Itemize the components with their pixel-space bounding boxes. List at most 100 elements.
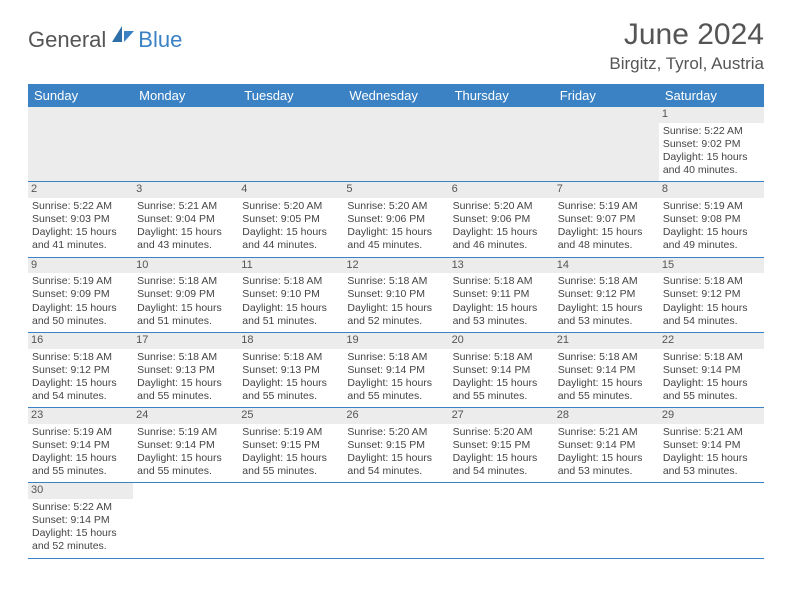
day-body: Sunrise: 5:18 AMSunset: 9:11 PMDaylight:…	[453, 275, 550, 328]
day-number: 24	[133, 408, 238, 424]
location: Birgitz, Tyrol, Austria	[609, 54, 764, 74]
day-body: Sunrise: 5:18 AMSunset: 9:10 PMDaylight:…	[242, 275, 339, 328]
day-body: Sunrise: 5:21 AMSunset: 9:14 PMDaylight:…	[663, 426, 760, 479]
day-cell: 18 Sunrise: 5:18 AMSunset: 9:13 PMDayligh…	[238, 332, 343, 407]
day-cell	[343, 483, 448, 558]
day-number: 12	[343, 258, 448, 274]
day-body: Sunrise: 5:18 AMSunset: 9:13 PMDaylight:…	[137, 351, 234, 404]
day-cell: 13Sunrise: 5:18 AMSunset: 9:11 PMDayligh…	[449, 257, 554, 332]
day-cell	[133, 483, 238, 558]
day-cell: 14Sunrise: 5:18 AMSunset: 9:12 PMDayligh…	[554, 257, 659, 332]
day-cell: 19 Sunrise: 5:18 AMSunset: 9:14 PMDayligh…	[343, 332, 448, 407]
day-cell: 30Sunrise: 5:22 AMSunset: 9:14 PMDayligh…	[28, 483, 133, 558]
week-row: 30Sunrise: 5:22 AMSunset: 9:14 PMDayligh…	[28, 483, 764, 558]
day-number: 8	[659, 182, 764, 198]
day-cell	[343, 107, 448, 182]
day-cell: 28Sunrise: 5:21 AMSunset: 9:14 PMDayligh…	[554, 408, 659, 483]
day-body: Sunrise: 5:19 AMSunset: 9:08 PMDaylight:…	[663, 200, 760, 253]
day-number: 9	[28, 258, 133, 274]
calendar-head: SundayMondayTuesdayWednesdayThursdayFrid…	[28, 84, 764, 107]
day-cell: 29 Sunrise: 5:21 AMSunset: 9:14 PMDayligh…	[659, 408, 764, 483]
day-cell	[133, 107, 238, 182]
day-body: Sunrise: 5:18 AMSunset: 9:14 PMDaylight:…	[663, 351, 760, 404]
day-cell: 26 Sunrise: 5:20 AMSunset: 9:15 PMDayligh…	[343, 408, 448, 483]
day-cell: 2Sunrise: 5:22 AMSunset: 9:03 PMDaylight…	[28, 182, 133, 257]
day-number: 10	[133, 258, 238, 274]
day-number: 20	[449, 333, 554, 349]
day-body: Sunrise: 5:19 AMSunset: 9:15 PMDaylight:…	[242, 426, 339, 479]
day-body: Sunrise: 5:20 AMSunset: 9:06 PMDaylight:…	[347, 200, 444, 253]
day-number: 29	[659, 408, 764, 424]
day-number: 2	[28, 182, 133, 198]
logo-text-main: General	[28, 27, 106, 53]
logo-sail-icon	[110, 24, 136, 49]
day-body: Sunrise: 5:18 AMSunset: 9:14 PMDaylight:…	[558, 351, 655, 404]
day-cell: 7Sunrise: 5:19 AMSunset: 9:07 PMDaylight…	[554, 182, 659, 257]
week-row: 9Sunrise: 5:19 AMSunset: 9:09 PMDaylight…	[28, 257, 764, 332]
day-header: Tuesday	[238, 84, 343, 107]
day-body: Sunrise: 5:19 AMSunset: 9:07 PMDaylight:…	[558, 200, 655, 253]
day-number: 22	[659, 333, 764, 349]
day-header: Monday	[133, 84, 238, 107]
day-body: Sunrise: 5:20 AMSunset: 9:06 PMDaylight:…	[453, 200, 550, 253]
day-cell: 10Sunrise: 5:18 AMSunset: 9:09 PMDayligh…	[133, 257, 238, 332]
day-number: 3	[133, 182, 238, 198]
day-cell	[238, 107, 343, 182]
day-cell: 23 Sunrise: 5:19 AMSunset: 9:14 PMDayligh…	[28, 408, 133, 483]
day-number: 17	[133, 333, 238, 349]
day-body: Sunrise: 5:18 AMSunset: 9:14 PMDaylight:…	[347, 351, 444, 404]
day-cell: 15Sunrise: 5:18 AMSunset: 9:12 PMDayligh…	[659, 257, 764, 332]
header: General Blue June 2024 Birgitz, Tyrol, A…	[28, 18, 764, 74]
day-number: 15	[659, 258, 764, 274]
day-cell	[449, 107, 554, 182]
day-body: Sunrise: 5:18 AMSunset: 9:09 PMDaylight:…	[137, 275, 234, 328]
day-body: Sunrise: 5:19 AMSunset: 9:14 PMDaylight:…	[137, 426, 234, 479]
day-body: Sunrise: 5:21 AMSunset: 9:14 PMDaylight:…	[558, 426, 655, 479]
day-cell: 25 Sunrise: 5:19 AMSunset: 9:15 PMDayligh…	[238, 408, 343, 483]
day-cell	[659, 483, 764, 558]
week-row: 16 Sunrise: 5:18 AMSunset: 9:12 PMDayligh…	[28, 332, 764, 407]
day-number: 5	[343, 182, 448, 198]
day-header: Wednesday	[343, 84, 448, 107]
day-header: Saturday	[659, 84, 764, 107]
day-number: 14	[554, 258, 659, 274]
day-body: Sunrise: 5:18 AMSunset: 9:13 PMDaylight:…	[242, 351, 339, 404]
day-body: Sunrise: 5:20 AMSunset: 9:05 PMDaylight:…	[242, 200, 339, 253]
day-number: 18	[238, 333, 343, 349]
day-cell: 1Sunrise: 5:22 AMSunset: 9:02 PMDaylight…	[659, 107, 764, 182]
day-cell: 16 Sunrise: 5:18 AMSunset: 9:12 PMDayligh…	[28, 332, 133, 407]
day-body: Sunrise: 5:18 AMSunset: 9:12 PMDaylight:…	[32, 351, 129, 404]
day-body: Sunrise: 5:19 AMSunset: 9:14 PMDaylight:…	[32, 426, 129, 479]
week-row: 2Sunrise: 5:22 AMSunset: 9:03 PMDaylight…	[28, 182, 764, 257]
day-number: 19	[343, 333, 448, 349]
day-cell: 3Sunrise: 5:21 AMSunset: 9:04 PMDaylight…	[133, 182, 238, 257]
day-cell	[554, 483, 659, 558]
calendar-table: SundayMondayTuesdayWednesdayThursdayFrid…	[28, 84, 764, 559]
day-number: 26	[343, 408, 448, 424]
day-body: Sunrise: 5:18 AMSunset: 9:14 PMDaylight:…	[453, 351, 550, 404]
day-cell	[28, 107, 133, 182]
day-number: 25	[238, 408, 343, 424]
week-row: 1Sunrise: 5:22 AMSunset: 9:02 PMDaylight…	[28, 107, 764, 182]
day-header: Friday	[554, 84, 659, 107]
day-number: 13	[449, 258, 554, 274]
day-cell: 12Sunrise: 5:18 AMSunset: 9:10 PMDayligh…	[343, 257, 448, 332]
day-cell: 8 Sunrise: 5:19 AMSunset: 9:08 PMDaylight…	[659, 182, 764, 257]
day-number: 21	[554, 333, 659, 349]
day-body: Sunrise: 5:18 AMSunset: 9:10 PMDaylight:…	[347, 275, 444, 328]
day-cell	[238, 483, 343, 558]
day-number: 16	[28, 333, 133, 349]
day-cell: 5 Sunrise: 5:20 AMSunset: 9:06 PMDaylight…	[343, 182, 448, 257]
title-block: June 2024 Birgitz, Tyrol, Austria	[609, 18, 764, 74]
day-number: 4	[238, 182, 343, 198]
week-row: 23Sunrise: 5:19 AMSunset: 9:14 PMDayligh…	[28, 408, 764, 483]
day-cell: 11Sunrise: 5:18 AMSunset: 9:10 PMDayligh…	[238, 257, 343, 332]
calendar-page: General Blue June 2024 Birgitz, Tyrol, A…	[0, 0, 792, 577]
day-cell: 24 Sunrise: 5:19 AMSunset: 9:14 PMDayligh…	[133, 408, 238, 483]
day-body: Sunrise: 5:18 AMSunset: 9:12 PMDaylight:…	[558, 275, 655, 328]
day-body: Sunrise: 5:20 AMSunset: 9:15 PMDaylight:…	[347, 426, 444, 479]
day-cell: 17 Sunrise: 5:18 AMSunset: 9:13 PMDayligh…	[133, 332, 238, 407]
day-body: Sunrise: 5:18 AMSunset: 9:12 PMDaylight:…	[663, 275, 760, 328]
day-number: 23	[28, 408, 133, 424]
day-cell: 21 Sunrise: 5:18 AMSunset: 9:14 PMDayligh…	[554, 332, 659, 407]
